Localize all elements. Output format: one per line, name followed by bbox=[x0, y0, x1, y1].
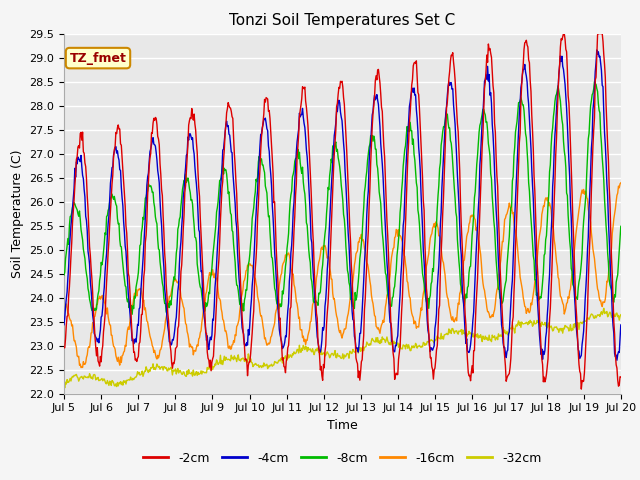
Legend: -2cm, -4cm, -8cm, -16cm, -32cm: -2cm, -4cm, -8cm, -16cm, -32cm bbox=[138, 447, 547, 469]
Title: Tonzi Soil Temperatures Set C: Tonzi Soil Temperatures Set C bbox=[229, 13, 456, 28]
Y-axis label: Soil Temperature (C): Soil Temperature (C) bbox=[11, 149, 24, 278]
X-axis label: Time: Time bbox=[327, 419, 358, 432]
Text: TZ_fmet: TZ_fmet bbox=[70, 51, 127, 65]
